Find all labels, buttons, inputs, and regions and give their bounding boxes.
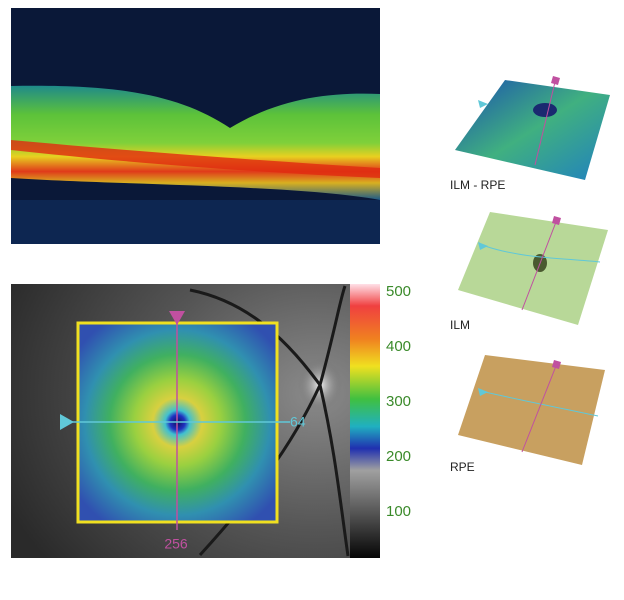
oct-scan [11,8,380,244]
surface-label: ILM [450,318,470,332]
scale-label: 200 [386,448,411,465]
scale-label: 500 [386,283,411,300]
scan-label: 64 [290,414,306,430]
surface-label: ILM - RPE [450,178,505,192]
scale-label: 400 [386,338,411,355]
scale-label: 100 [386,503,411,520]
scan-label: 256 [164,536,188,552]
scale-label: 300 [386,393,411,410]
surface-ilm-rpe: ILM - RPE [450,76,610,192]
surface-rpe: RPE [450,355,605,474]
thickness-map: 64 256 500 400 300 200 100 [11,283,411,558]
surface-label: RPE [450,460,475,474]
surface-ilm: ILM [450,212,608,332]
